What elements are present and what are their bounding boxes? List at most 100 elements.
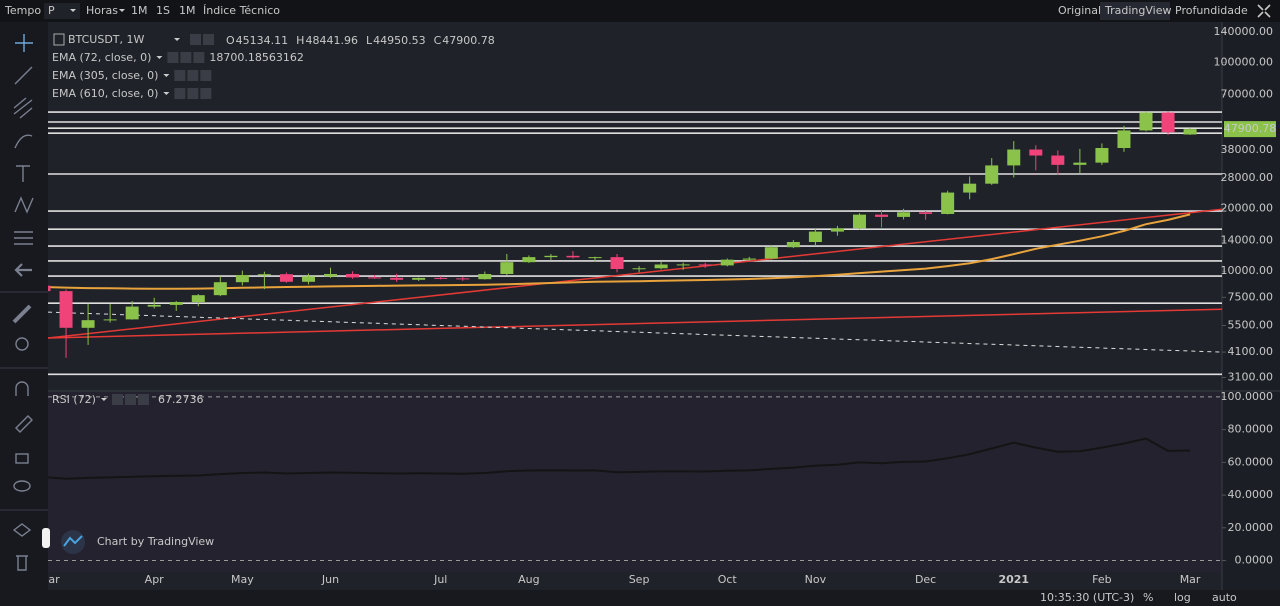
measure-tool[interactable] bbox=[12, 304, 32, 324]
drawing-tools[interactable] bbox=[0, 34, 48, 571]
toolbar-item[interactable]: Tempo bbox=[4, 4, 41, 17]
indicator-value: 18700.18563162 bbox=[209, 51, 303, 64]
legend-button[interactable] bbox=[190, 34, 201, 45]
line-tool[interactable] bbox=[14, 66, 33, 85]
x-tick-label: Jun bbox=[321, 573, 339, 586]
toolbar-item[interactable]: 1M bbox=[131, 4, 148, 17]
legend-button[interactable] bbox=[203, 34, 214, 45]
view-tab[interactable]: Original bbox=[1058, 4, 1101, 17]
rsi-pane bbox=[48, 392, 1222, 572]
y-tick-label: 7500.00 bbox=[1228, 290, 1274, 303]
panel-toggle[interactable] bbox=[42, 528, 50, 548]
y-tick-label: 38000.00 bbox=[1221, 143, 1274, 156]
rsi-tick-label: 0.0000 bbox=[1235, 554, 1274, 567]
dropdown-caret bbox=[163, 74, 170, 77]
candle-body bbox=[544, 255, 558, 258]
candle-body bbox=[412, 277, 426, 280]
ohlc-label: H bbox=[296, 34, 304, 47]
legend-button[interactable] bbox=[200, 88, 212, 99]
candle-body bbox=[764, 247, 778, 259]
remove-tool[interactable] bbox=[16, 555, 28, 571]
view-tab[interactable]: Profundidade bbox=[1175, 4, 1248, 17]
legend-button[interactable] bbox=[193, 52, 205, 63]
toolbar-item[interactable]: Horas bbox=[86, 4, 118, 17]
toolbar-item[interactable]: P bbox=[48, 4, 55, 17]
candle-body bbox=[169, 302, 183, 305]
candle-body bbox=[147, 304, 161, 307]
toolbar-item[interactable]: 1M bbox=[179, 4, 196, 17]
y-tick-label: 70000.00 bbox=[1221, 88, 1274, 101]
candle-body bbox=[720, 259, 734, 266]
legend-button[interactable] bbox=[187, 88, 199, 99]
status-item[interactable]: log bbox=[1174, 591, 1191, 604]
candle-body bbox=[1007, 149, 1021, 166]
view-tab[interactable]: TradingView bbox=[1104, 4, 1171, 17]
legend-button[interactable] bbox=[174, 88, 186, 99]
fib-tool[interactable] bbox=[13, 97, 33, 119]
legend-button[interactable] bbox=[111, 394, 123, 405]
rsi-tick-label: 60.0000 bbox=[1228, 455, 1274, 468]
resolution-box[interactable] bbox=[44, 3, 80, 19]
candle-body bbox=[301, 276, 315, 282]
prediction-tool[interactable] bbox=[14, 231, 33, 245]
last-price-label: 47900.78 bbox=[1224, 122, 1277, 135]
fullscreen-icon[interactable] bbox=[1257, 4, 1271, 18]
hide-tool[interactable] bbox=[13, 480, 31, 492]
tree-tool[interactable] bbox=[12, 523, 32, 537]
status-item[interactable]: % bbox=[1143, 591, 1153, 604]
y-tick-label: 28000.00 bbox=[1221, 171, 1274, 184]
status-item: 10:35:30 (UTC-3) bbox=[1040, 591, 1134, 604]
candle-body bbox=[434, 277, 448, 279]
dropdown-caret bbox=[156, 56, 163, 59]
candle-body bbox=[676, 264, 690, 266]
crosshair-tool[interactable] bbox=[15, 34, 33, 52]
legend-button[interactable] bbox=[167, 52, 179, 63]
candle-body bbox=[588, 257, 602, 259]
candle-body bbox=[1117, 130, 1131, 148]
candle-body bbox=[566, 255, 580, 258]
pattern-tool[interactable] bbox=[14, 196, 34, 214]
legend-button[interactable] bbox=[174, 70, 186, 81]
dropdown-caret bbox=[100, 398, 107, 401]
x-tick-label: Mar bbox=[1180, 573, 1201, 586]
lock-tool[interactable] bbox=[15, 453, 29, 464]
ohlc-label: C bbox=[434, 34, 442, 47]
brush-tool[interactable] bbox=[14, 134, 33, 149]
candle-body bbox=[191, 295, 205, 303]
legend-button[interactable] bbox=[124, 394, 136, 405]
stay-drawing-tool[interactable] bbox=[15, 415, 33, 433]
magnet-tool[interactable] bbox=[15, 381, 29, 396]
x-tick-label: Oct bbox=[718, 573, 738, 586]
candle-body bbox=[852, 214, 866, 229]
legend-button[interactable] bbox=[200, 70, 212, 81]
legend-button[interactable] bbox=[137, 394, 149, 405]
dropdown-caret bbox=[70, 9, 76, 12]
candle-body bbox=[48, 285, 51, 292]
trendline bbox=[48, 208, 1222, 339]
y-tick-label: 14000.00 bbox=[1221, 234, 1274, 247]
candle-body bbox=[808, 231, 822, 243]
ohlc-label: O bbox=[226, 34, 235, 47]
x-tick-label: Nov bbox=[805, 573, 827, 586]
top-toolbar bbox=[0, 0, 1280, 22]
legend-button[interactable] bbox=[180, 52, 192, 63]
legend-button[interactable] bbox=[187, 70, 199, 81]
tab-highlight[interactable] bbox=[1100, 2, 1170, 20]
legend-icon bbox=[53, 33, 65, 46]
back-tool[interactable] bbox=[14, 263, 32, 277]
candle-body bbox=[875, 214, 889, 217]
y-tick-label: 20000.00 bbox=[1221, 201, 1274, 214]
toolbar-item[interactable]: Índice Técnico bbox=[203, 4, 280, 17]
candle-body bbox=[59, 291, 73, 328]
candle-body bbox=[125, 306, 139, 320]
candle-body bbox=[103, 319, 117, 321]
zoom-tool[interactable] bbox=[15, 337, 29, 351]
x-tick-label: Jul bbox=[433, 573, 447, 586]
candle-body bbox=[1073, 162, 1087, 165]
status-item[interactable]: auto bbox=[1212, 591, 1237, 604]
text-tool[interactable] bbox=[16, 165, 30, 182]
price-axis bbox=[1222, 22, 1280, 590]
toolbar-item[interactable]: 1S bbox=[156, 4, 170, 17]
dropdown-caret bbox=[119, 9, 125, 12]
candle-body bbox=[456, 278, 470, 280]
